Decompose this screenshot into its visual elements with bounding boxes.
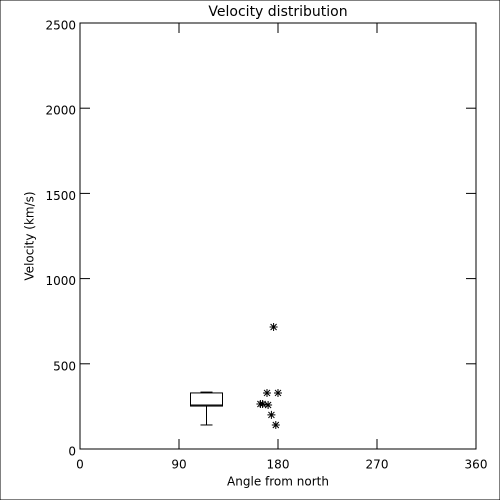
box [190,392,223,407]
asterisk-marker [258,400,267,409]
plot-frame [79,22,477,450]
x-tick-label: 270 [366,458,389,472]
chart-title: Velocity distribution [208,4,347,20]
y-tick-label: 1500 [45,189,76,203]
x-tick-label: 0 [76,458,84,472]
y-tick-label: 2500 [45,19,76,33]
asterisk-marker [264,401,273,410]
x-axis-label: Angle from north [227,475,329,489]
y-tick-label: 1000 [45,274,76,288]
asterisk-marker [274,388,282,397]
y-tick-label: 0 [68,445,76,459]
y-axis-label: Velocity (km/s) [23,191,37,280]
x-tick-label: 360 [465,458,488,472]
x-tick-label: 180 [267,458,290,472]
y-tick-label: 500 [53,359,76,373]
y-tick-label: 2000 [45,104,76,118]
asterisk-marker [269,322,278,331]
x-tick-label: 90 [171,458,186,472]
asterisk-marker [271,420,280,429]
asterisk-marker [263,388,271,397]
asterisk-marker [267,410,276,419]
